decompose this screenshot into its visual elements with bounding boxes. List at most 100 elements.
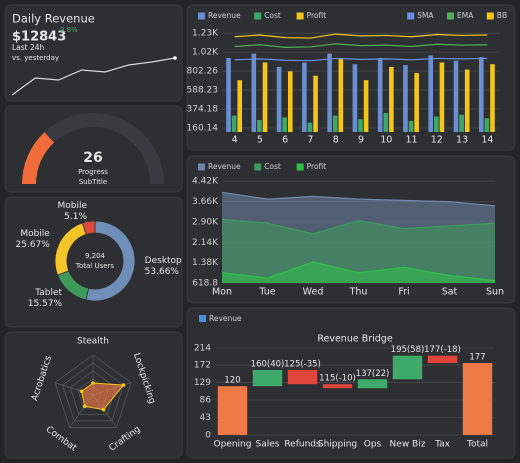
gauge-number: 26 [83, 150, 102, 166]
legend-swatch [407, 12, 415, 20]
y-tick-label: 1.38K [192, 258, 219, 268]
value-label: 177 [469, 353, 485, 363]
slice-label: Desktop [145, 256, 182, 266]
legend-swatch [486, 12, 494, 20]
slice-value: 53.66% [145, 267, 180, 277]
legend-swatch [296, 12, 304, 20]
legend-swatch [199, 315, 206, 322]
x-tick-label: Total [466, 440, 488, 450]
panel [4, 196, 183, 328]
slice-value: 5.1% [64, 212, 87, 222]
x-tick-label: 9 [358, 135, 364, 146]
bar [313, 75, 318, 132]
y-tick-label: 618.8 [192, 279, 218, 289]
slice-label: Tablet [34, 288, 62, 298]
bar [237, 80, 243, 132]
end-dot [173, 56, 177, 60]
bar [226, 58, 231, 132]
radar-point [91, 381, 95, 385]
area-fill [222, 262, 495, 283]
bar [251, 53, 257, 133]
x-tick-label: Ops [364, 440, 382, 450]
y-tick-label: 86 [200, 396, 212, 406]
x-tick-label: 5 [257, 135, 263, 146]
line-series [234, 33, 488, 39]
bar [403, 65, 408, 132]
bar [307, 122, 313, 132]
legend-label: Profit [307, 162, 327, 171]
radar-area [81, 382, 125, 411]
value-label: 115(-10) [319, 374, 356, 384]
value-label: 120 [224, 376, 240, 386]
center-label: Total Users [75, 262, 115, 270]
bar [338, 58, 344, 132]
legend-label: Cost [264, 162, 281, 171]
bar [231, 115, 237, 132]
bar [414, 73, 419, 132]
bar [257, 120, 262, 132]
legend-label: EMA [457, 11, 474, 20]
legend-label: Cost [264, 11, 281, 20]
area-line [221, 218, 496, 235]
line-series [234, 57, 488, 62]
x-tick-label: Shipping [318, 440, 357, 450]
legend-label: Revenue [208, 162, 241, 171]
y-tick-label: 374.18 [187, 105, 219, 115]
x-tick-label: 4 [232, 135, 238, 146]
center-value: 9,204 [85, 252, 106, 260]
bar [327, 53, 332, 133]
bar [332, 115, 338, 132]
bar [439, 62, 445, 132]
x-tick-label: 8 [333, 135, 339, 146]
legend-label: BB [497, 11, 507, 20]
line-series [234, 43, 488, 48]
gauge-value [22, 132, 55, 185]
panel [4, 4, 183, 102]
x-tick-label: 7 [307, 135, 313, 146]
y-tick-label: 0 [205, 431, 211, 441]
y-tick-label: 1.02K [192, 48, 219, 58]
waterfall-bar [392, 355, 423, 380]
x-tick-label: Tax [434, 440, 451, 450]
legend-swatch [198, 163, 205, 171]
x-tick-label: Thu [349, 287, 368, 298]
value-label: 125(-35) [284, 359, 321, 369]
waterfall-bar [287, 369, 318, 385]
card-title: Daily Revenue [12, 12, 95, 26]
x-tick-label: 12 [431, 135, 443, 146]
radar-point [101, 407, 106, 412]
legend-swatch [198, 12, 205, 20]
bar [428, 55, 434, 132]
waterfall-bar [462, 363, 493, 435]
x-tick-label: Tue [258, 287, 275, 298]
bar [383, 112, 389, 132]
value-label: 195(58) [391, 345, 425, 355]
sparkline [11, 57, 176, 96]
x-tick-label: New Biz [390, 440, 426, 450]
bar [352, 64, 358, 132]
x-tick-label: 11 [405, 135, 417, 146]
legend-label: Revenue [208, 11, 241, 20]
radar-point [121, 383, 126, 387]
y-tick-label: 160.14 [187, 124, 219, 134]
gauge-subtitle: SubTitle [79, 178, 107, 186]
x-tick-label: 14 [481, 135, 493, 146]
waterfall-bar [322, 384, 353, 389]
y-tick-label: 2.90K [192, 217, 219, 227]
y-tick-label: 129 [194, 378, 211, 388]
y-tick-label: 3.66K [192, 197, 219, 207]
bar [408, 120, 414, 132]
x-tick-label: 6 [282, 135, 288, 146]
slice-value: 15.57% [28, 299, 63, 309]
x-tick-label: Sun [486, 287, 504, 298]
slice-label: Mobile [20, 229, 50, 239]
slice-label: Mobile [57, 201, 87, 211]
gauge-label: Progress [78, 168, 108, 176]
bar [358, 119, 363, 132]
y-tick-label: 214 [194, 344, 211, 354]
legend-swatch [254, 163, 262, 171]
x-tick-label: Opening [214, 440, 252, 450]
bar [478, 57, 484, 132]
